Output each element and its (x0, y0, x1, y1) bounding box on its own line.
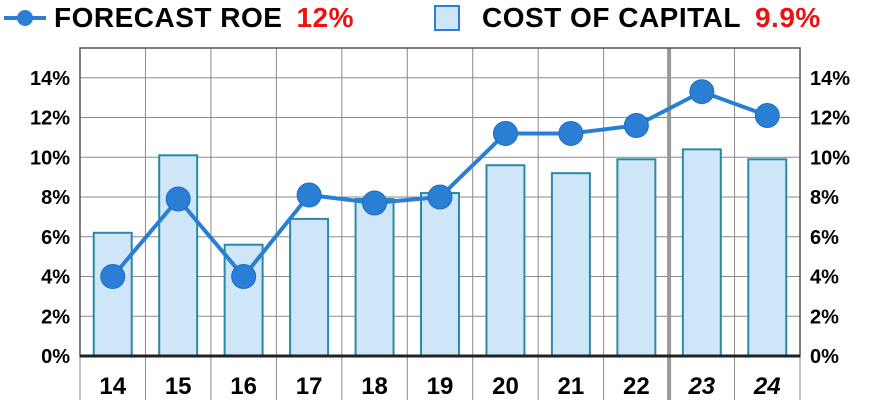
x-tick-label: 18 (361, 373, 388, 400)
x-tick-label: 21 (558, 373, 585, 400)
legend-roe-value: 12% (296, 2, 355, 33)
x-tick-label: 23 (687, 373, 715, 400)
roe-point (754, 103, 780, 129)
roe-point (231, 264, 257, 290)
roe-point (427, 184, 453, 210)
roe-point (165, 186, 191, 212)
x-tick-label: 20 (492, 373, 519, 400)
roe-point (296, 182, 322, 208)
legend-roe: FORECAST ROE 12% (4, 2, 354, 34)
y-tick-label-right: 6% (810, 227, 839, 249)
legend: FORECAST ROE 12% COST OF CAPITAL 9.9% (0, 0, 872, 40)
bar (616, 158, 657, 357)
y-tick-label-left: 0% (41, 346, 70, 368)
bar (681, 148, 722, 357)
bar (354, 198, 395, 357)
y-tick-label-left: 4% (41, 267, 70, 289)
y-tick-label-left: 14% (30, 68, 70, 90)
bar (550, 172, 591, 357)
bar (420, 192, 460, 357)
y-tick-label-right: 12% (810, 108, 850, 130)
y-tick-label-right: 0% (810, 346, 839, 368)
roe-point (492, 120, 518, 146)
bar (485, 164, 526, 357)
x-tick-label: 19 (427, 373, 454, 400)
roe-point (623, 112, 649, 138)
y-tick-label-left: 10% (30, 147, 70, 169)
x-tick-label: 14 (99, 373, 126, 400)
roe-point (100, 264, 126, 290)
bar (289, 217, 330, 357)
x-tick-label: 24 (753, 373, 781, 400)
y-tick-label-left: 6% (41, 227, 70, 249)
y-tick-label-right: 4% (810, 267, 839, 289)
legend-coc-label: COST OF CAPITAL (482, 2, 741, 33)
bar (92, 231, 133, 357)
y-tick-label-right: 10% (810, 147, 850, 169)
roe-point (362, 190, 388, 216)
legend-coc-value: 9.9% (754, 2, 821, 33)
legend-roe-label: FORECAST ROE (54, 2, 283, 33)
y-tick-label-left: 12% (30, 108, 70, 130)
x-tick-label: 22 (623, 373, 650, 400)
roe-point (558, 120, 584, 146)
bar (158, 154, 199, 357)
x-tick-label: 15 (165, 373, 192, 400)
y-tick-label-right: 14% (810, 68, 850, 90)
y-tick-label-right: 2% (810, 306, 839, 328)
bar (747, 158, 788, 357)
y-tick-label-left: 2% (41, 306, 70, 328)
legend-coc: COST OF CAPITAL 9.9% (434, 2, 821, 34)
y-tick-label-right: 8% (810, 187, 839, 209)
bar-swatch-icon (434, 5, 460, 31)
y-tick-label-left: 8% (41, 187, 70, 209)
roe-point (689, 79, 715, 105)
line-marker-icon (4, 4, 46, 32)
x-tick-label: 17 (296, 373, 323, 400)
x-tick-label: 16 (230, 373, 257, 400)
